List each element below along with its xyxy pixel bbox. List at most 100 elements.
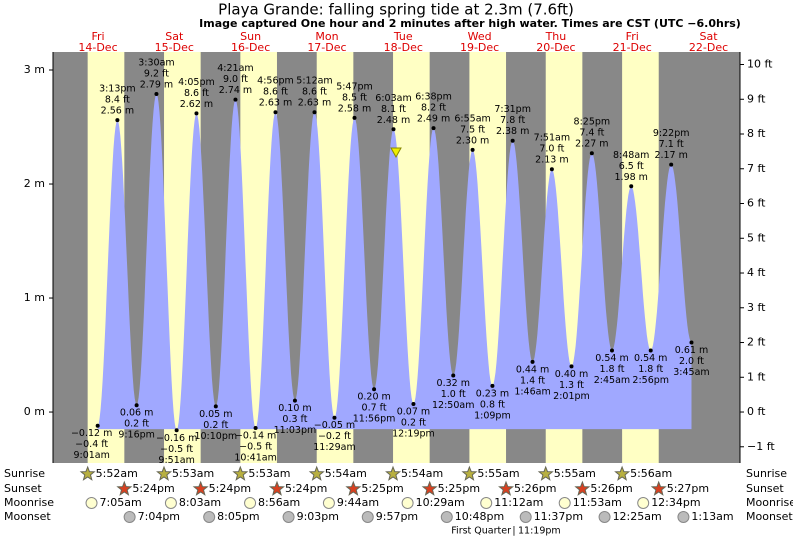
y2-tick-label: −1 ft: [747, 440, 775, 453]
extreme-m: 2.49 m: [417, 114, 450, 125]
extreme-m: 0.06 m: [120, 408, 153, 419]
chart-subtitle: Image captured One hour and 2 minutes af…: [199, 17, 741, 30]
row-label: Sunrise: [746, 467, 787, 480]
day-name: Sun: [240, 30, 261, 43]
y2-tick-label: 9 ft: [747, 92, 766, 105]
extreme-time: 6:38pm: [415, 92, 452, 103]
extreme-ft: 8.5 ft: [342, 92, 367, 103]
moonset-icon: [282, 511, 295, 523]
moonrise-icon: [637, 497, 650, 509]
extreme-point: [669, 162, 674, 167]
day-name: Fri: [91, 30, 104, 43]
sunrise-icon: [156, 465, 173, 481]
moon-phase-time: 11:19pm: [518, 526, 561, 537]
extreme-m: −0.16 m: [156, 433, 197, 444]
row-time: 5:26pm: [514, 482, 556, 495]
row-label: Sunrise: [4, 467, 45, 480]
moonrise-icon: [85, 497, 98, 509]
sunrise-icon: [308, 465, 325, 481]
moonrise-icon: [244, 497, 257, 509]
extreme-ft: −0.2 ft: [318, 431, 351, 442]
extreme-ft: 1.8 ft: [599, 364, 624, 375]
extreme-ft: 0.2 ft: [203, 420, 228, 431]
extreme-point: [273, 110, 278, 115]
extreme-ft: 8.6 ft: [263, 87, 288, 98]
moonset-icon: [123, 511, 136, 523]
row-time: 9:44am: [337, 496, 379, 509]
extreme-time: 1:09pm: [474, 410, 511, 421]
extreme-point: [352, 115, 357, 120]
extreme-m: 2.56 m: [101, 106, 134, 117]
extreme-m: 2.30 m: [456, 135, 489, 146]
extreme-point: [213, 404, 218, 409]
extreme-ft: 7.0 ft: [539, 144, 564, 155]
extreme-m: −0.12 m: [71, 428, 112, 439]
extreme-point: [292, 398, 297, 403]
extreme-time: 7:51am: [534, 133, 570, 144]
extreme-time: 3:30am: [138, 57, 174, 68]
row-time: 5:25pm: [438, 482, 480, 495]
extreme-point: [629, 184, 634, 189]
extreme-point: [154, 91, 159, 96]
extreme-time: 6:55am: [454, 113, 490, 124]
day-name: Tue: [393, 30, 413, 43]
extreme-point: [431, 126, 436, 131]
extreme-ft: 7.4 ft: [579, 128, 604, 139]
extreme-point: [648, 348, 653, 353]
extreme-ft: 9.0 ft: [223, 74, 248, 85]
extreme-time: 4:05pm: [178, 77, 215, 88]
row-time: 5:52am: [96, 467, 138, 480]
extreme-ft: 1.4 ft: [520, 375, 545, 386]
y-tick-label: 1 m: [24, 291, 45, 304]
day-name: Mon: [315, 30, 338, 43]
moonset-icon: [361, 511, 374, 523]
extreme-m: 0.44 m: [516, 364, 549, 375]
row-label: Moonset: [746, 510, 793, 523]
extreme-time: 4:21am: [217, 63, 253, 74]
extreme-point: [174, 428, 179, 433]
extreme-m: 0.05 m: [199, 409, 232, 420]
extreme-ft: 8.4 ft: [105, 95, 130, 106]
extreme-m: 2.74 m: [219, 85, 252, 96]
tide-area: [97, 94, 692, 431]
row-time: 11:37pm: [534, 510, 583, 523]
extreme-point: [470, 147, 475, 152]
sunset-icon: [498, 480, 515, 496]
extreme-time: 10:10pm: [194, 431, 237, 442]
day-date: 14-Dec: [78, 41, 117, 54]
extreme-point: [411, 402, 416, 407]
extreme-ft: 7.8 ft: [500, 115, 525, 126]
extreme-time: 10:41am: [234, 452, 276, 463]
y2-tick-label: 7 ft: [747, 162, 766, 175]
extreme-m: 2.58 m: [338, 103, 371, 114]
extreme-m: 2.62 m: [180, 99, 213, 110]
extreme-ft: 2.0 ft: [679, 356, 704, 367]
day-date: 18-Dec: [384, 41, 423, 54]
extreme-time: 2:01pm: [553, 391, 590, 402]
day-date: 22-Dec: [689, 41, 728, 54]
day-date: 15-Dec: [155, 41, 194, 54]
separator: |: [512, 526, 515, 537]
extreme-point: [391, 127, 396, 132]
row-time: 8:05pm: [217, 510, 259, 523]
sunset-icon: [116, 480, 133, 496]
extreme-point: [451, 373, 456, 378]
row-time: 10:48pm: [455, 510, 504, 523]
extreme-point: [332, 415, 337, 420]
extreme-ft: 1.0 ft: [441, 389, 466, 400]
sunrise-icon: [461, 465, 478, 481]
row-time: 9:03pm: [297, 510, 339, 523]
row-time: 5:53am: [248, 467, 290, 480]
extreme-m: 2.48 m: [377, 115, 410, 126]
extreme-ft: −0.5 ft: [239, 441, 272, 452]
sunset-icon: [268, 480, 285, 496]
extreme-time: 9:01am: [73, 450, 109, 461]
extreme-ft: 6.5 ft: [619, 161, 644, 172]
extreme-time: 9:22pm: [653, 128, 690, 139]
row-time: 5:24pm: [285, 482, 327, 495]
extreme-m: 0.61 m: [675, 345, 708, 356]
row-time: 1:13am: [691, 510, 733, 523]
extreme-point: [233, 97, 238, 102]
extreme-point: [95, 423, 100, 428]
row-label: Moonrise: [4, 496, 54, 509]
